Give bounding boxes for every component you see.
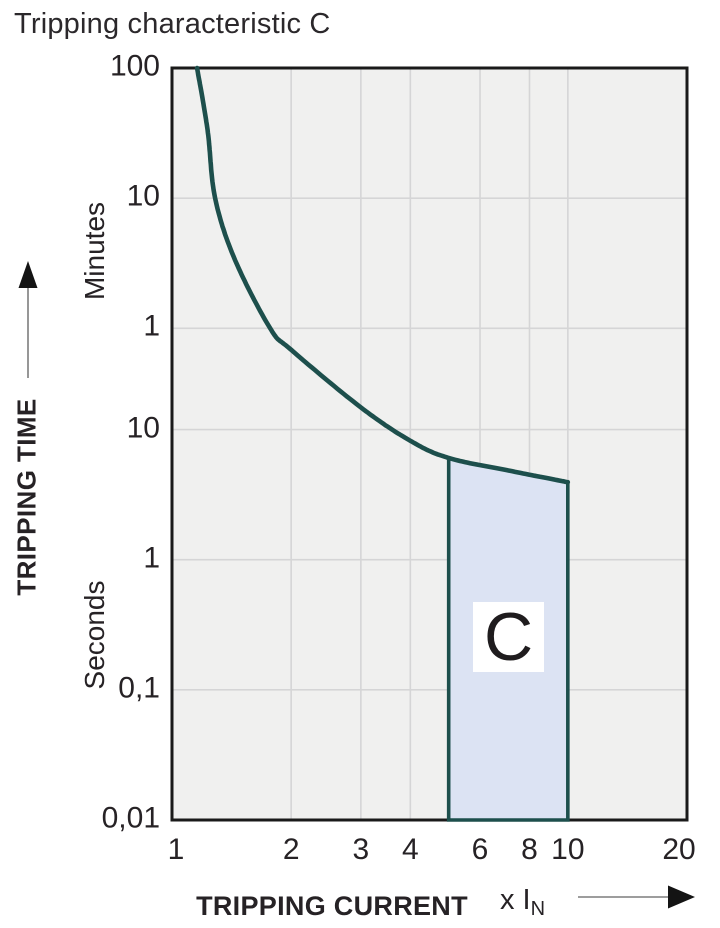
y-axis-unit-minutes: Minutes (79, 201, 110, 301)
x-tick-label: 8 (521, 833, 538, 866)
x-axis-right-arrow-icon (578, 885, 695, 909)
page-title: Tripping characteristic C (14, 8, 331, 40)
x-tick-label: 1 (167, 833, 185, 866)
y-tick-label: 10 (126, 179, 160, 213)
x-tick-label: 10 (551, 833, 585, 866)
x-axis-multiplier-subscript: N (530, 898, 546, 920)
y-axis-title: TRIPPING TIME (11, 398, 42, 596)
x-tick-label: 20 (662, 833, 696, 866)
x-tick-label: 3 (352, 833, 370, 866)
x-axis-multiplier-text: x I (500, 884, 531, 916)
y-tick-label: 100 (109, 49, 160, 83)
x-tick-label: 6 (471, 833, 489, 866)
plot-border (170, 66, 689, 822)
plot-area (170, 65, 689, 822)
x-axis-multiplier: x IN (500, 884, 545, 921)
region-c-label: C (473, 602, 544, 672)
x-tick-label: 4 (401, 833, 419, 866)
y-tick-label: 1 (143, 309, 160, 343)
y-tick-label: 0,01 (101, 801, 160, 835)
x-tick-label: 2 (282, 833, 300, 866)
y-tick-label: 1 (143, 541, 160, 575)
y-axis-up-arrow-icon (18, 261, 38, 378)
x-axis-title: TRIPPING CURRENT (196, 891, 468, 921)
y-tick-label: 0,1 (118, 671, 160, 705)
y-tick-label: 10 (126, 411, 160, 445)
plot-background (172, 68, 687, 820)
tripping-curve (194, 65, 571, 485)
